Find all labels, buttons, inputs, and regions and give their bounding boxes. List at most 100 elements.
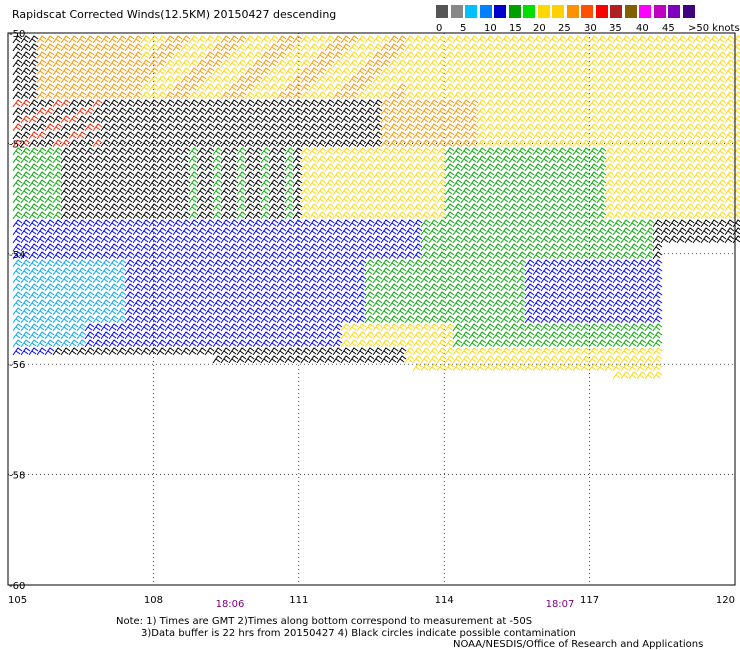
legend-label: >50 knots	[688, 23, 740, 34]
wind-barb	[460, 171, 471, 180]
wind-barb	[540, 51, 551, 60]
wind-barb	[436, 355, 447, 364]
wind-barb	[84, 315, 95, 324]
wind-barb	[532, 147, 543, 156]
wind-barb	[604, 171, 615, 180]
wind-barb	[220, 347, 231, 356]
wind-barb	[132, 211, 143, 220]
wind-barb	[540, 179, 551, 188]
wind-barb	[316, 59, 327, 68]
wind-barb	[236, 83, 247, 92]
wind-barb	[316, 291, 327, 300]
wind-barb	[364, 315, 375, 324]
wind-barb	[460, 35, 471, 44]
wind-barb	[460, 227, 471, 236]
wind-barb	[244, 211, 255, 220]
wind-barb	[420, 75, 431, 84]
wind-barb	[124, 195, 135, 204]
wind-barb	[316, 139, 327, 148]
wind-barb	[324, 123, 335, 132]
wind-barb	[484, 267, 495, 276]
wind-barbs	[12, 35, 740, 380]
wind-barb	[436, 147, 447, 156]
wind-barb	[396, 323, 407, 332]
wind-barb	[588, 275, 599, 284]
wind-barb	[172, 243, 183, 252]
wind-barb	[516, 123, 527, 132]
wind-barb	[236, 203, 247, 212]
wind-barb	[588, 35, 599, 44]
wind-barb	[644, 315, 655, 324]
wind-barb	[716, 195, 727, 204]
wind-barb	[204, 339, 215, 348]
wind-barb	[340, 339, 351, 348]
legend-label: 15	[509, 23, 522, 34]
wind-barb	[668, 187, 679, 196]
wind-barb	[724, 155, 735, 164]
wind-barb	[380, 251, 391, 260]
wind-barb	[572, 91, 583, 100]
wind-barb	[28, 267, 39, 276]
wind-barb	[260, 147, 271, 156]
wind-barb	[188, 123, 199, 132]
wind-barb	[556, 219, 567, 228]
wind-barb	[404, 355, 415, 364]
wind-barb	[348, 163, 359, 172]
wind-barb	[532, 211, 543, 220]
wind-barb	[524, 259, 535, 268]
wind-barb	[620, 163, 631, 172]
wind-barb	[84, 307, 95, 316]
wind-barb	[140, 283, 151, 292]
wind-barb	[92, 179, 103, 188]
wind-barb	[220, 235, 231, 244]
wind-barb	[620, 299, 631, 308]
wind-barb	[332, 187, 343, 196]
wind-barb	[228, 75, 239, 84]
wind-barb	[484, 339, 495, 348]
wind-barb	[100, 155, 111, 164]
wind-barb	[356, 59, 367, 68]
wind-barb	[484, 123, 495, 132]
wind-barb	[276, 179, 287, 188]
wind-barb	[708, 171, 719, 180]
wind-barb	[108, 235, 119, 244]
wind-barb	[644, 107, 655, 116]
wind-barb	[340, 35, 351, 44]
wind-barb	[228, 347, 239, 356]
wind-barb	[220, 323, 231, 332]
wind-barb	[108, 347, 119, 356]
wind-barb	[308, 267, 319, 276]
wind-barb	[572, 107, 583, 116]
wind-barb	[604, 291, 615, 300]
wind-barb	[500, 331, 511, 340]
wind-barb	[404, 251, 415, 260]
wind-barb	[388, 131, 399, 140]
wind-barb	[268, 235, 279, 244]
legend-label: 25	[558, 23, 571, 34]
wind-barb	[420, 179, 431, 188]
wind-barb	[220, 91, 231, 100]
wind-barb	[92, 99, 103, 108]
wind-barb	[604, 219, 615, 228]
wind-barb	[380, 51, 391, 60]
wind-barb	[28, 347, 39, 356]
wind-barb	[204, 99, 215, 108]
wind-barb	[212, 291, 223, 300]
wind-barb	[436, 307, 447, 316]
wind-barb	[292, 331, 303, 340]
wind-barb	[60, 115, 71, 124]
wind-barb	[196, 315, 207, 324]
wind-barb	[388, 219, 399, 228]
wind-barb	[564, 275, 575, 284]
wind-barb	[140, 251, 151, 260]
wind-barb	[500, 163, 511, 172]
wind-barb	[428, 363, 439, 372]
wind-barb	[292, 43, 303, 52]
wind-barb	[284, 195, 295, 204]
wind-barb	[268, 355, 279, 364]
wind-barb	[188, 227, 199, 236]
wind-barb	[28, 211, 39, 220]
wind-barb	[628, 283, 639, 292]
wind-barb	[540, 171, 551, 180]
wind-barb	[116, 99, 127, 108]
